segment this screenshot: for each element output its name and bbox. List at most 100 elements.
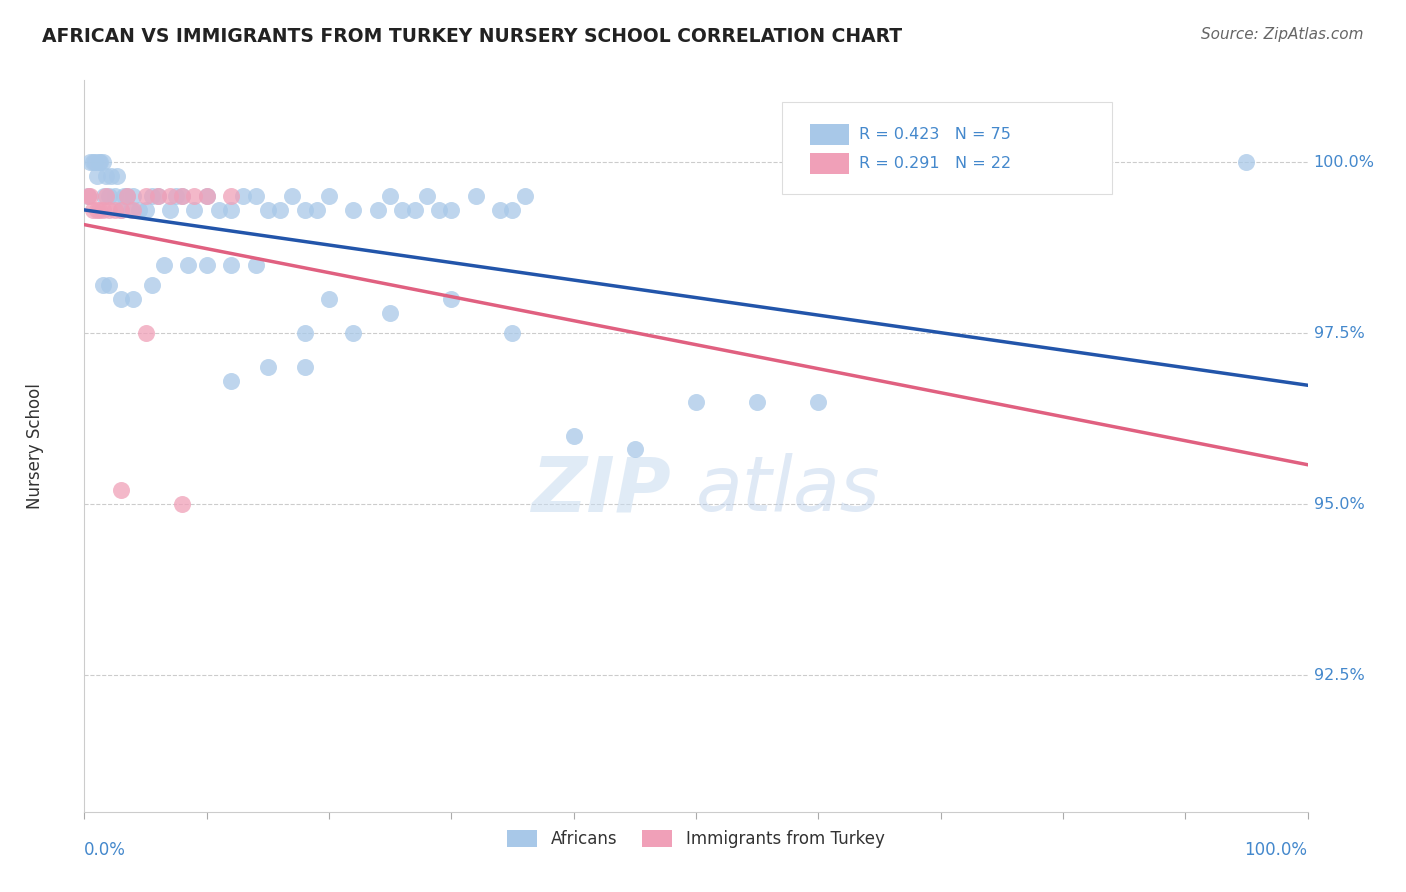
Text: 97.5%: 97.5% — [1313, 326, 1364, 341]
Text: AFRICAN VS IMMIGRANTS FROM TURKEY NURSERY SCHOOL CORRELATION CHART: AFRICAN VS IMMIGRANTS FROM TURKEY NURSER… — [42, 27, 903, 45]
Point — [84, 155, 107, 169]
Text: 100.0%: 100.0% — [1313, 155, 1375, 169]
Point — [141, 189, 163, 203]
Point — [294, 360, 316, 375]
Point — [183, 189, 205, 203]
Point — [87, 155, 110, 169]
Point — [104, 189, 127, 203]
Point — [172, 497, 194, 511]
FancyBboxPatch shape — [810, 124, 849, 145]
Point — [110, 203, 132, 218]
Point — [96, 189, 118, 203]
Point — [96, 169, 118, 183]
Point — [105, 169, 128, 183]
Point — [1236, 155, 1258, 169]
Point — [427, 203, 450, 218]
Point — [110, 483, 132, 498]
Point — [141, 278, 163, 293]
Point — [502, 326, 524, 341]
Point — [318, 292, 340, 306]
Point — [219, 189, 242, 203]
Point — [208, 203, 231, 218]
Point — [232, 189, 254, 203]
Text: 92.5%: 92.5% — [1313, 667, 1364, 682]
Point — [380, 189, 402, 203]
Text: R = 0.291   N = 22: R = 0.291 N = 22 — [859, 156, 1011, 171]
Point — [128, 203, 150, 218]
Point — [159, 203, 181, 218]
Point — [153, 258, 176, 272]
Point — [122, 189, 145, 203]
Point — [87, 203, 110, 218]
Point — [91, 203, 114, 218]
Point — [807, 394, 830, 409]
Point — [115, 189, 138, 203]
Point — [77, 189, 100, 203]
Point — [122, 203, 145, 218]
Point — [120, 203, 142, 218]
Point — [91, 278, 114, 293]
Text: Source: ZipAtlas.com: Source: ZipAtlas.com — [1201, 27, 1364, 42]
Text: Nursery School: Nursery School — [27, 383, 45, 509]
Point — [79, 155, 101, 169]
Point — [305, 203, 328, 218]
Point — [562, 429, 585, 443]
Point — [177, 258, 200, 272]
Point — [464, 189, 486, 203]
Point — [135, 203, 157, 218]
Point — [115, 189, 138, 203]
Point — [624, 442, 647, 457]
Text: 0.0%: 0.0% — [84, 841, 127, 859]
Text: 95.0%: 95.0% — [1313, 497, 1364, 512]
Point — [404, 203, 426, 218]
Point — [91, 155, 114, 169]
Point — [122, 292, 145, 306]
Point — [747, 394, 769, 409]
Point — [89, 155, 111, 169]
Point — [82, 155, 104, 169]
Point — [195, 189, 218, 203]
Point — [367, 203, 389, 218]
Point — [281, 189, 304, 203]
Point — [257, 203, 280, 218]
Point — [257, 360, 280, 375]
Point — [82, 203, 104, 218]
Point — [685, 394, 707, 409]
Point — [195, 189, 218, 203]
Point — [159, 189, 181, 203]
Legend: Africans, Immigrants from Turkey: Africans, Immigrants from Turkey — [501, 823, 891, 855]
Text: atlas: atlas — [696, 453, 880, 527]
Point — [146, 189, 169, 203]
Text: ZIP: ZIP — [531, 453, 672, 527]
Point — [172, 189, 194, 203]
Point — [416, 189, 439, 203]
Point — [489, 203, 512, 218]
Point — [440, 292, 463, 306]
Point — [502, 203, 524, 218]
Point — [146, 189, 169, 203]
Point — [135, 326, 157, 341]
Point — [294, 326, 316, 341]
Text: 100.0%: 100.0% — [1244, 841, 1308, 859]
Point — [183, 203, 205, 218]
Point — [165, 189, 187, 203]
FancyBboxPatch shape — [810, 153, 849, 174]
Point — [245, 189, 267, 203]
Point — [172, 189, 194, 203]
Point — [440, 203, 463, 218]
Point — [513, 189, 536, 203]
Point — [219, 203, 242, 218]
Point — [100, 169, 122, 183]
Text: R = 0.423   N = 75: R = 0.423 N = 75 — [859, 127, 1011, 142]
Point — [77, 189, 100, 203]
Point — [97, 189, 120, 203]
Point — [93, 189, 115, 203]
Point — [97, 203, 120, 218]
Point — [112, 189, 135, 203]
Point — [110, 292, 132, 306]
Point — [104, 203, 127, 218]
Point — [342, 326, 364, 341]
Point — [294, 203, 316, 218]
Point — [219, 374, 242, 388]
Point — [110, 203, 132, 218]
